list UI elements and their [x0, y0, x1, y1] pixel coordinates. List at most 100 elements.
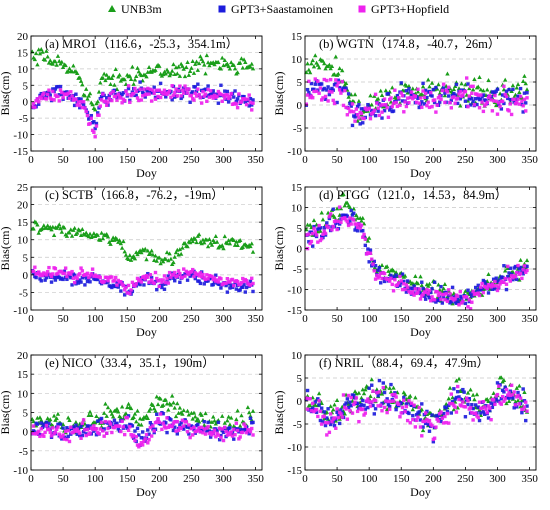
data-point: [432, 436, 437, 440]
data-point: [504, 89, 509, 93]
data-point: [135, 252, 140, 257]
x-tick-label: 200: [425, 313, 442, 325]
data-point: [153, 270, 158, 275]
data-point: [335, 407, 339, 411]
data-point: [79, 280, 83, 284]
y-tick-label: 15: [291, 182, 303, 194]
data-point: [59, 229, 64, 234]
data-point: [425, 103, 429, 108]
data-point: [80, 269, 85, 273]
data-point: [488, 408, 492, 413]
data-point: [362, 116, 366, 121]
data-point: [134, 435, 138, 439]
data-point: [244, 285, 249, 290]
data-point: [130, 64, 135, 69]
data-point: [169, 418, 173, 422]
data-point: [326, 99, 330, 103]
data-point: [503, 92, 507, 97]
data-point: [147, 432, 151, 436]
data-point: [388, 389, 394, 394]
data-point: [132, 411, 138, 416]
data-point: [202, 427, 206, 431]
data-point: [418, 96, 423, 100]
data-point: [234, 421, 239, 425]
data-point: [67, 230, 72, 235]
data-point: [91, 231, 97, 236]
data-point: [350, 123, 355, 128]
data-point: [248, 100, 253, 105]
data-point: [184, 87, 188, 92]
data-point: [389, 276, 393, 281]
data-point: [51, 413, 57, 418]
x-tick-label: 200: [425, 473, 442, 485]
data-point: [325, 416, 329, 420]
data-point: [506, 393, 510, 397]
data-point: [475, 102, 479, 107]
data-point: [503, 385, 507, 389]
data-point: [195, 67, 201, 72]
data-point: [171, 272, 176, 277]
data-point: [387, 385, 392, 390]
data-point: [314, 410, 319, 414]
data-point: [358, 122, 362, 126]
data-point: [454, 410, 459, 414]
y-tick-label: -5: [19, 113, 29, 125]
x-tick-label: 300: [215, 313, 232, 325]
data-point: [191, 267, 195, 272]
data-point: [219, 433, 223, 438]
x-tick-label: 200: [151, 313, 168, 325]
data-point: [340, 415, 344, 419]
data-point: [126, 257, 131, 262]
data-point: [251, 281, 255, 286]
data-point: [87, 91, 93, 96]
y-tick-label: -15: [13, 146, 28, 158]
data-point: [318, 409, 323, 413]
data-point: [355, 104, 360, 109]
data-point: [182, 240, 188, 245]
data-point: [152, 91, 156, 96]
data-point: [126, 84, 131, 88]
data-point: [332, 424, 337, 428]
data-point: [107, 75, 112, 80]
data-point: [199, 412, 204, 417]
data-point: [430, 287, 434, 291]
data-point: [124, 89, 128, 93]
y-tick-label: -5: [293, 419, 303, 431]
data-point: [373, 113, 378, 118]
data-point: [248, 416, 253, 421]
data-point: [61, 277, 65, 282]
data-point: [327, 62, 332, 67]
data-point: [500, 99, 505, 104]
series-gpt3-hopfield: [304, 76, 529, 123]
data-point: [216, 433, 221, 437]
data-point: [486, 291, 491, 295]
data-point: [168, 256, 174, 261]
data-point: [339, 412, 343, 416]
data-point: [522, 91, 527, 95]
data-point: [317, 91, 321, 95]
data-point: [422, 294, 427, 298]
data-point: [319, 406, 324, 410]
data-point: [161, 421, 165, 425]
data-point: [515, 277, 519, 282]
data-point: [307, 90, 311, 95]
data-point: [389, 382, 393, 387]
data-point: [203, 411, 208, 416]
data-point: [250, 103, 254, 107]
x-tick-label: 50: [58, 473, 70, 485]
data-point: [206, 424, 210, 429]
data-point: [448, 401, 452, 406]
data-point: [177, 73, 183, 78]
data-point: [70, 269, 74, 274]
data-point: [470, 294, 474, 298]
data-point: [352, 393, 356, 398]
data-point: [65, 274, 69, 279]
data-point: [88, 280, 92, 284]
data-point: [457, 303, 461, 307]
data-point: [502, 264, 506, 268]
data-point: [95, 232, 100, 237]
data-point: [495, 381, 500, 385]
data-point: [99, 230, 104, 235]
data-point: [506, 96, 510, 101]
data-point: [133, 86, 137, 91]
